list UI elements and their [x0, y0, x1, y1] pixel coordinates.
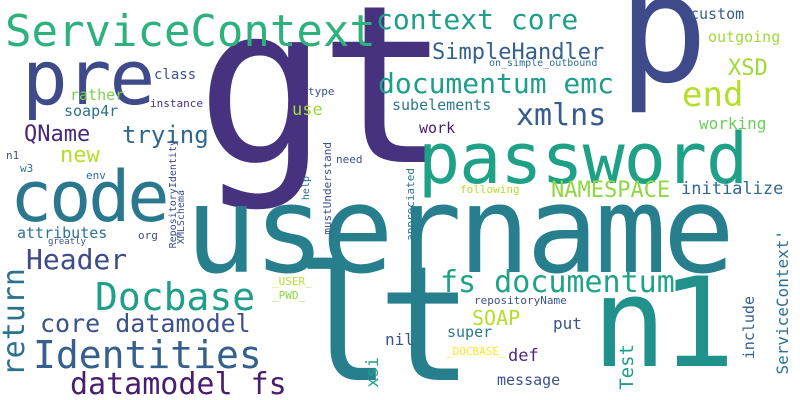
cloud-word-w3: w3	[20, 162, 34, 175]
cloud-word-type: type	[308, 85, 335, 98]
cloud-word-org: org	[138, 229, 158, 242]
cloud-word-n1: n1	[592, 252, 735, 396]
cloud-word-work: work	[419, 119, 456, 137]
cloud-word-put: put	[553, 314, 582, 333]
cloud-word-xmlns: xmlns	[516, 98, 607, 133]
cloud-word-Test: Test	[616, 344, 638, 390]
cloud-word-instance: instance	[150, 97, 203, 110]
cloud-word-end: end	[682, 75, 744, 115]
cloud-word-ServiceContext: ServiceContext	[5, 6, 376, 57]
cloud-word-NAMESPACE: NAMESPACE	[551, 178, 671, 203]
cloud-word-xsi: xsi	[363, 357, 383, 388]
cloud-word-fs-documentum: fs documentum	[440, 265, 675, 300]
cloud-word-n1-small: n1	[6, 149, 20, 162]
cloud-word-working: working	[699, 114, 767, 133]
cloud-word-use: use	[292, 100, 323, 120]
cloud-word-pre: pre	[22, 33, 155, 122]
cloud-word-custom: custom	[690, 5, 745, 23]
cloud-word-nil: nil	[385, 330, 414, 349]
cloud-word-context-core: context core	[376, 3, 579, 36]
cloud-word-following: following	[460, 183, 520, 196]
cloud-word-initialize: initialize	[681, 179, 784, 199]
cloud-word-greatly: greatly	[48, 237, 86, 247]
cloud-word-help: help	[301, 176, 312, 201]
cloud-word-XMLSchema: XMLSchema	[176, 190, 187, 245]
cloud-word-on_simple_outbound: on_simple_outbound	[489, 58, 598, 69]
cloud-word-lt: lt	[295, 231, 474, 400]
cloud-word-_PWD_: _PWD_	[272, 289, 306, 302]
cloud-word-attributes: attributes	[17, 224, 108, 242]
cloud-word-password: password	[418, 118, 748, 200]
cloud-word-trying: trying	[122, 121, 209, 149]
cloud-word-super: super	[447, 323, 493, 341]
cloud-word-def: def	[508, 346, 539, 366]
cloud-word-Docbase: Docbase	[95, 275, 256, 319]
cloud-word-Identities: Identities	[33, 333, 262, 377]
cloud-word-SimpleHandler: SimpleHandler	[432, 40, 605, 65]
cloud-word-p: p	[618, 0, 709, 117]
cloud-word-return: return	[0, 268, 32, 377]
cloud-word-code: code	[10, 156, 170, 238]
cloud-word-subelements: subelements	[392, 96, 492, 114]
cloud-word-gt: gt	[196, 0, 451, 214]
cloud-word-core-datamodel: core datamodel	[40, 309, 251, 338]
cloud-word-mustUnderstand: mustUnderstand	[321, 142, 334, 235]
cloud-word-ServiceContext-quoted: ServiceContext'	[773, 230, 792, 375]
cloud-word-XSD: XSD	[728, 56, 768, 81]
cloud-word-datamodel-fs: datamodel fs	[70, 367, 287, 400]
cloud-word-SOAP: SOAP	[472, 306, 521, 330]
cloud-word-_USER_: _USER_	[272, 275, 312, 288]
cloud-word-include: include	[740, 296, 758, 360]
cloud-word-QName: QName	[24, 122, 91, 147]
cloud-word-Header: Header	[26, 243, 128, 276]
cloud-word-documentum-emc: documentum emc	[378, 67, 615, 100]
cloud-word-appreciated: appreciated	[404, 168, 417, 241]
cloud-word-repositoryName: repositoryName	[474, 294, 567, 307]
cloud-word-soap4r: soap4r	[64, 102, 119, 120]
cloud-word-_DOCBASE_: _DOCBASE_	[446, 345, 506, 358]
cloud-word-need: need	[336, 153, 363, 166]
cloud-word-outgoing: outgoing	[708, 28, 781, 46]
cloud-word-env: env	[86, 169, 106, 182]
cloud-word-class: class	[154, 67, 197, 83]
cloud-word-rather: rather	[70, 86, 125, 104]
cloud-word-username: username	[185, 162, 735, 301]
cloud-word-new: new	[60, 143, 100, 168]
cloud-word-message: message	[497, 371, 561, 389]
